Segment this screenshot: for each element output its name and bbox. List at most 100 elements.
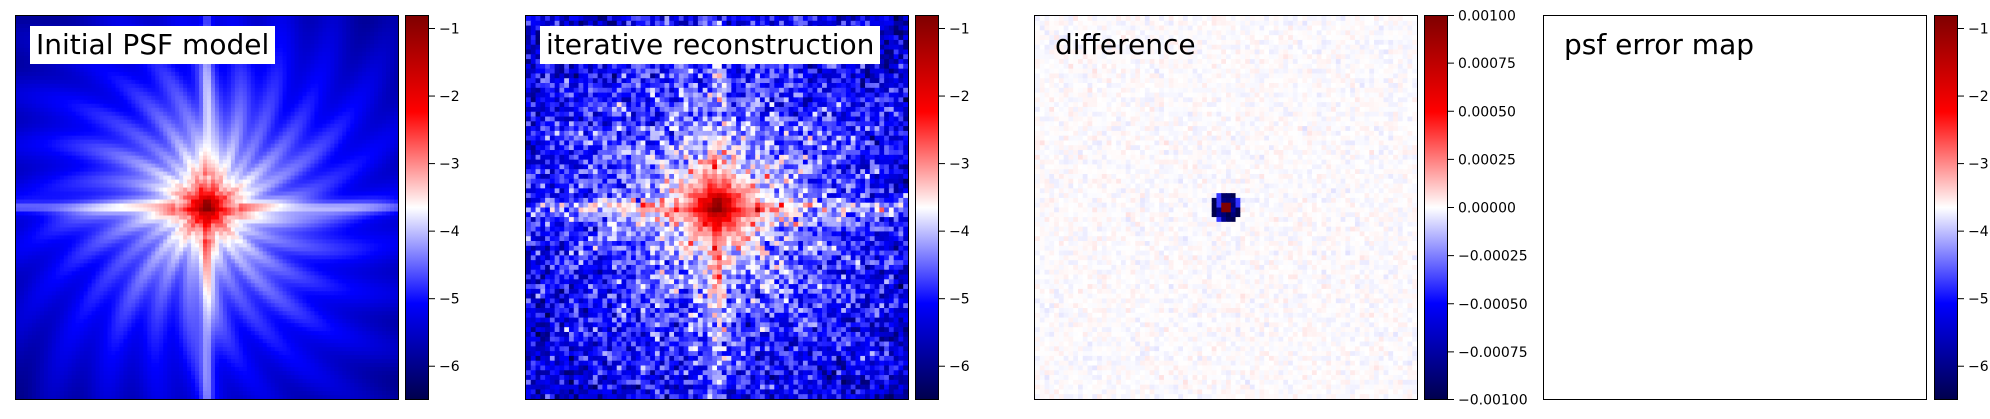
heatmap-cell — [51, 83, 57, 89]
heatmap-cell — [155, 159, 160, 165]
heatmap-cell — [187, 71, 192, 77]
heatmap-cell — [111, 207, 117, 213]
heatmap-cell — [71, 163, 77, 169]
heatmap-cell — [246, 215, 252, 221]
heatmap-cell — [123, 127, 129, 133]
heatmap-cell — [238, 211, 244, 217]
heatmap-cell — [16, 155, 21, 161]
heatmap-cell — [346, 207, 351, 213]
heatmap-cell — [370, 95, 375, 101]
heatmap-cell — [91, 171, 97, 177]
heatmap-cell — [226, 219, 232, 225]
heatmap-cell — [95, 159, 101, 165]
heatmap-cell — [195, 207, 200, 213]
heatmap-cell — [35, 63, 41, 69]
heatmap-cell — [286, 23, 292, 29]
heatmap-cell — [346, 35, 351, 41]
heatmap-cell — [91, 175, 97, 181]
heatmap-cell — [119, 63, 125, 69]
heatmap-cell — [79, 139, 85, 145]
heatmap-cell — [334, 39, 339, 45]
heatmap-cell — [75, 171, 81, 177]
heatmap-cell — [382, 207, 387, 213]
heatmap-cell — [290, 67, 296, 73]
heatmap-cell — [123, 95, 129, 101]
heatmap-cell — [222, 143, 228, 149]
heatmap-cell — [338, 131, 343, 137]
heatmap-cell — [298, 59, 304, 65]
heatmap-cell — [374, 207, 379, 213]
heatmap-cell — [71, 159, 77, 165]
heatmap-cell — [47, 123, 53, 129]
heatmap-cell — [55, 179, 61, 185]
heatmap-cell — [390, 175, 395, 181]
heatmap-cell — [342, 23, 347, 29]
heatmap-cell — [302, 183, 308, 189]
heatmap-cell — [119, 19, 125, 25]
heatmap-cell — [370, 16, 375, 21]
heatmap-cell — [242, 151, 248, 157]
heatmap-cell — [242, 167, 248, 173]
heatmap-cell — [67, 211, 73, 217]
heatmap-cell — [119, 151, 125, 157]
heatmap-cell — [203, 195, 208, 201]
heatmap-cell — [298, 175, 304, 181]
heatmap-cell — [330, 63, 335, 69]
heatmap-cell — [163, 111, 168, 117]
heatmap-cell — [143, 95, 148, 101]
heatmap-cell — [135, 147, 140, 153]
heatmap-cell — [55, 135, 61, 141]
heatmap-cell — [27, 183, 33, 189]
heatmap-cell — [358, 75, 363, 81]
heatmap-cell — [386, 123, 391, 129]
heatmap-cell — [111, 135, 117, 141]
heatmap-cell — [203, 67, 208, 73]
heatmap-cell — [187, 187, 192, 193]
heatmap-cell — [123, 187, 129, 193]
heatmap-cell — [23, 223, 29, 229]
heatmap-cell — [195, 83, 200, 89]
heatmap-cell — [91, 75, 97, 81]
heatmap-cell — [294, 75, 300, 81]
heatmap-cell — [135, 95, 140, 101]
heatmap-cell — [123, 147, 129, 153]
heatmap-cell — [378, 171, 383, 177]
heatmap-cell — [230, 151, 236, 157]
heatmap-cell — [67, 107, 73, 113]
heatmap-cell — [23, 107, 29, 113]
heatmap-cell — [322, 195, 327, 201]
heatmap-cell — [250, 183, 256, 189]
heatmap-cell — [91, 79, 97, 85]
heatmap-cell — [35, 75, 41, 81]
heatmap-cell — [27, 135, 33, 141]
heatmap-cell — [131, 71, 136, 77]
heatmap-cell — [310, 191, 316, 197]
heatmap-cell — [27, 131, 33, 137]
heatmap-cell — [155, 119, 160, 125]
heatmap-cell — [246, 207, 252, 213]
heatmap-cell — [179, 107, 184, 113]
heatmap-cell — [35, 175, 41, 181]
heatmap-cell — [43, 16, 49, 21]
heatmap-cell — [390, 71, 395, 77]
heatmap-cell — [362, 163, 367, 169]
heatmap-cell — [199, 91, 204, 97]
heatmap-cell — [290, 183, 296, 189]
heatmap-cell — [139, 91, 144, 97]
heatmap-cell — [362, 107, 367, 113]
heatmap-cell — [47, 219, 53, 225]
heatmap-cell — [155, 71, 160, 77]
heatmap-cell — [394, 179, 398, 185]
heatmap-cell — [55, 211, 61, 217]
heatmap-cell — [346, 83, 351, 89]
heatmap-cell — [95, 211, 101, 217]
heatmap-cell — [147, 151, 152, 157]
heatmap-cell — [123, 183, 129, 189]
heatmap-cell — [19, 79, 25, 85]
heatmap-cell — [370, 103, 375, 109]
heatmap-cell — [167, 135, 172, 141]
heatmap-cell — [322, 151, 327, 157]
heatmap-cell — [43, 175, 49, 181]
heatmap-cell — [262, 175, 268, 181]
heatmap-cell — [314, 203, 320, 209]
